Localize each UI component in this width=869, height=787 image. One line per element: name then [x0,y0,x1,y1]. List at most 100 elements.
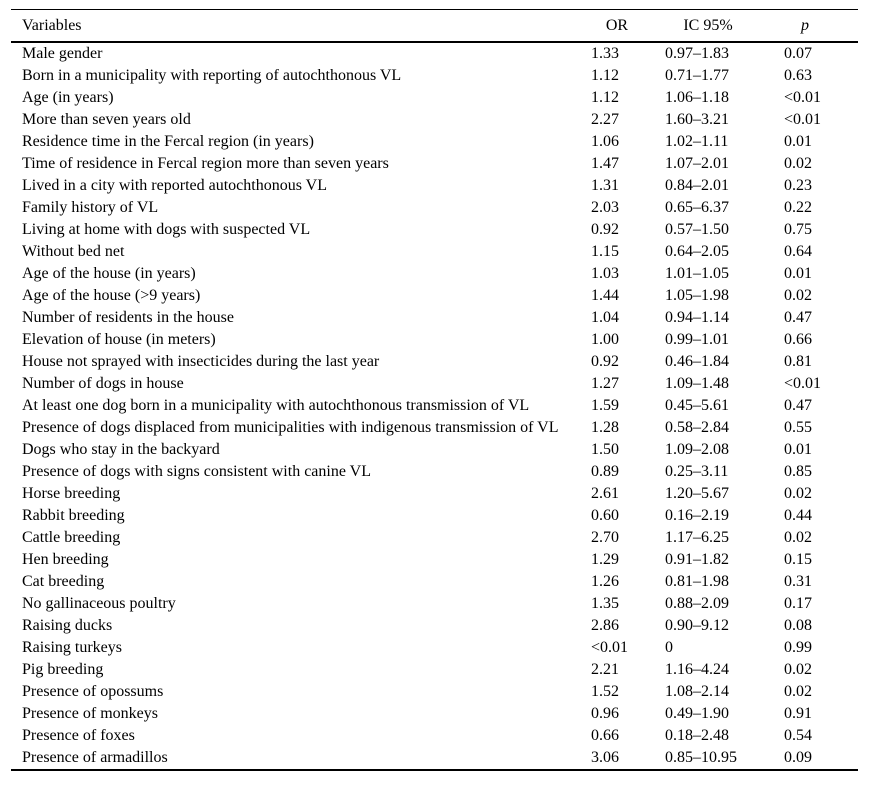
or-cell: 2.03 [591,199,619,216]
p-cell: 0.02 [784,287,812,304]
p-cell: 0.47 [784,397,812,414]
table-row: Lived in a city with reported autochthon… [11,175,858,197]
ic95-cell: 1.16–4.24 [665,661,729,678]
or-cell: 1.52 [591,683,619,700]
ic95-cell: 0.58–2.84 [665,419,729,436]
variable-cell: Residence time in the Fercal region (in … [22,133,314,150]
ic95-cell: 1.09–2.08 [665,441,729,458]
table-header-row: Variables OR IC 95% p [11,10,858,43]
variable-cell: Pig breeding [22,661,104,678]
table-row: Presence of dogs with signs consistent w… [11,461,858,483]
or-cell: 1.28 [591,419,619,436]
or-cell: 1.00 [591,331,619,348]
or-cell: 1.44 [591,287,619,304]
table-row: Age of the house (in years) 1.03 1.01–1.… [11,263,858,285]
variable-cell: Hen breeding [22,551,109,568]
ic95-cell: 1.05–1.98 [665,287,729,304]
variable-cell: Cattle breeding [22,529,121,546]
variable-cell: Presence of foxes [22,727,135,744]
or-cell: 0.66 [591,727,619,744]
ic95-cell: 0.91–1.82 [665,551,729,568]
ic95-cell: 0.85–10.95 [665,749,737,766]
variable-cell: House not sprayed with insecticides duri… [22,353,380,370]
table-row: At least one dog born in a municipality … [11,395,858,417]
variable-cell: Presence of dogs displaced from municipa… [22,419,559,436]
ic95-cell: 1.07–2.01 [665,155,729,172]
variable-cell: Born in a municipality with reporting of… [22,67,402,84]
table-row: Raising ducks 2.86 0.90–9.12 0.08 [11,615,858,637]
table-row: Age of the house (>9 years) 1.44 1.05–1.… [11,285,858,307]
or-cell: 2.21 [591,661,619,678]
variable-cell: No gallinaceous poultry [22,595,176,612]
variable-cell: Presence of monkeys [22,705,158,722]
p-cell: 0.81 [784,353,812,370]
ic95-cell: 0.49–1.90 [665,705,729,722]
ic95-cell: 1.02–1.11 [665,133,729,150]
ic95-cell: 1.06–1.18 [665,89,729,106]
variable-cell: Presence of armadillos [22,749,168,766]
column-header-variables: Variables [22,16,82,34]
variable-cell: Cat breeding [22,573,105,590]
variable-cell: Age (in years) [22,89,114,106]
p-cell: 0.02 [784,155,812,172]
p-cell: 0.02 [784,683,812,700]
table-row: Presence of armadillos 3.06 0.85–10.95 0… [11,747,858,769]
or-cell: 2.61 [591,485,619,502]
table-row: Raising turkeys <0.01 0 0.99 [11,637,858,659]
or-cell: 1.27 [591,375,619,392]
table-row: Rabbit breeding 0.60 0.16–2.19 0.44 [11,505,858,527]
table-row: More than seven years old 2.27 1.60–3.21… [11,109,858,131]
column-header-or: OR [605,16,629,34]
p-cell: 0.47 [784,309,812,326]
or-cell: 1.50 [591,441,619,458]
p-cell: 0.17 [784,595,812,612]
or-cell: <0.01 [591,639,629,656]
or-cell: 1.59 [591,397,619,414]
variable-cell: Family history of VL [22,199,159,216]
ic95-cell: 1.20–5.67 [665,485,729,502]
ic95-cell: 1.17–6.25 [665,529,729,546]
column-header-ic95: IC 95% [683,16,733,34]
ic95-cell: 1.01–1.05 [665,265,729,282]
or-cell: 0.60 [591,507,619,524]
ic95-cell: 0.71–1.77 [665,67,729,84]
p-cell: 0.44 [784,507,812,524]
or-cell: 1.12 [591,89,619,106]
ic95-cell: 0.57–1.50 [665,221,729,238]
variable-cell: Age of the house (>9 years) [22,287,201,304]
p-cell: 0.75 [784,221,812,238]
or-cell: 1.04 [591,309,619,326]
ic95-cell: 1.09–1.48 [665,375,729,392]
or-cell: 1.33 [591,45,619,62]
p-cell: 0.63 [784,67,812,84]
or-cell: 0.92 [591,353,619,370]
table-row: Dogs who stay in the backyard 1.50 1.09–… [11,439,858,461]
or-cell: 1.12 [591,67,619,84]
or-cell: 1.03 [591,265,619,282]
table-row: No gallinaceous poultry 1.35 0.88–2.09 0… [11,593,858,615]
table-row: House not sprayed with insecticides duri… [11,351,858,373]
ic95-cell: 0.64–2.05 [665,243,729,260]
variable-cell: Dogs who stay in the backyard [22,441,220,458]
table-row: Hen breeding 1.29 0.91–1.82 0.15 [11,549,858,571]
variable-cell: More than seven years old [22,111,191,128]
p-cell: 0.64 [784,243,812,260]
variable-cell: Living at home with dogs with suspected … [22,221,311,238]
ic95-cell: 0.94–1.14 [665,309,729,326]
ic95-cell: 0.88–2.09 [665,595,729,612]
variable-cell: Raising ducks [22,617,113,634]
p-cell: <0.01 [784,111,822,128]
table-row: Male gender 1.33 0.97–1.83 0.07 [11,43,858,65]
ic95-cell: 0.46–1.84 [665,353,729,370]
table-row: Age (in years) 1.12 1.06–1.18 <0.01 [11,87,858,109]
p-cell: 0.66 [784,331,812,348]
column-header-p: p [801,16,809,34]
results-table: Variables OR IC 95% p Male gender 1.33 0… [11,9,858,771]
or-cell: 0.92 [591,221,619,238]
or-cell: 3.06 [591,749,619,766]
variable-cell: Presence of dogs with signs consistent w… [22,463,371,480]
variable-cell: Age of the house (in years) [22,265,196,282]
ic95-cell: 0.99–1.01 [665,331,729,348]
variable-cell: Raising turkeys [22,639,122,656]
table-row: Presence of dogs displaced from municipa… [11,417,858,439]
